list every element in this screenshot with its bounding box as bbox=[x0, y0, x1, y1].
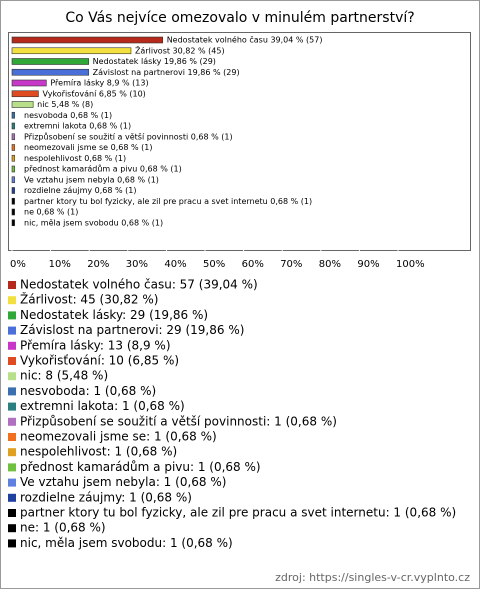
legend-label: nic: 8 (5,48 %) bbox=[20, 369, 108, 383]
bar-label: nespolehlivost 0,68 % (1) bbox=[24, 154, 126, 163]
legend-swatch bbox=[8, 433, 16, 441]
legend-swatch bbox=[8, 357, 16, 365]
bar-label: Přemíra lásky 8,9 % (13) bbox=[50, 79, 148, 88]
bar bbox=[11, 154, 15, 162]
legend-label: partner ktory tu bol fyzicky, ale zil pr… bbox=[20, 506, 456, 520]
legend-swatch bbox=[8, 296, 16, 305]
x-tick-label: 50% bbox=[203, 259, 225, 270]
legend-label: Vykořisťování: 10 (6,85 %) bbox=[20, 354, 179, 368]
bar bbox=[11, 68, 89, 76]
legend-label: Žárlivost: 45 (30,82 %) bbox=[20, 292, 158, 307]
legend-label: přednost kamarádům a pivu: 1 (0,68 %) bbox=[20, 460, 261, 474]
bar-label: partner ktory tu bol fyzicky, ale zil pr… bbox=[24, 197, 312, 206]
bar-label: Žárlivost 30,82 % (45) bbox=[135, 44, 225, 55]
bar-label: Nedostatek volného času 39,04 % (57) bbox=[167, 35, 323, 45]
bar bbox=[11, 208, 15, 216]
legend-label: Nedostatek volného času: 57 (39,04 %) bbox=[20, 278, 258, 292]
bar-label: nic, měla jsem svobodu 0,68 % (1) bbox=[24, 218, 163, 227]
x-tick-label: 30% bbox=[126, 259, 148, 270]
legend-swatch bbox=[8, 478, 16, 487]
legend-swatch bbox=[8, 372, 16, 381]
bar bbox=[11, 101, 34, 108]
x-tick-label: 80% bbox=[319, 259, 341, 270]
bar bbox=[11, 47, 132, 55]
legend-swatch bbox=[8, 417, 16, 426]
legend-label: ne: 1 (0,68 %) bbox=[20, 521, 106, 535]
legend-label: nic, měla jsem svobodu: 1 (0,68 %) bbox=[20, 536, 233, 550]
bar bbox=[11, 133, 15, 141]
bar bbox=[11, 187, 15, 194]
legend-label: nespolehlivost: 1 (0,68 %) bbox=[20, 445, 177, 459]
x-tick-label: 20% bbox=[87, 259, 109, 270]
bar-label: ne 0,68 % (1) bbox=[24, 208, 78, 217]
bar bbox=[11, 144, 15, 151]
bar bbox=[11, 122, 15, 130]
legend-label: Závislost na partnerovi: 29 (19,86 %) bbox=[20, 323, 244, 337]
chart-title: Co Vás nejvíce omezovalo v minulém partn… bbox=[65, 10, 414, 26]
bar bbox=[11, 111, 15, 119]
legend-label: extremni lakota: 1 (0,68 %) bbox=[20, 399, 185, 413]
bar bbox=[11, 90, 39, 98]
legend-label: Přizpůsobení se soužití a větší povinnos… bbox=[20, 414, 337, 428]
bar-label: Závislost na partnerovi 19,86 % (29) bbox=[93, 68, 240, 77]
x-tick-label: 10% bbox=[49, 259, 71, 270]
bar-label: přednost kamarádům a pivu 0,68 % (1) bbox=[24, 164, 182, 174]
legend-swatch bbox=[8, 448, 16, 457]
bar-label: Přizpůsobení se soužití a větší povinnos… bbox=[24, 131, 233, 141]
legend-swatch bbox=[8, 524, 16, 533]
legend-swatch bbox=[8, 539, 16, 548]
bar bbox=[11, 79, 47, 87]
legend-label: nesvoboda: 1 (0,68 %) bbox=[20, 384, 156, 398]
legend-swatch bbox=[8, 493, 16, 502]
x-tick-label: 0% bbox=[10, 259, 26, 270]
legend-swatch bbox=[8, 402, 16, 411]
legend-swatch bbox=[8, 311, 16, 320]
legend-swatch bbox=[8, 281, 16, 289]
x-tick-label: 60% bbox=[242, 259, 264, 270]
legend-label: neomezovali jsme se: 1 (0,68 %) bbox=[20, 430, 217, 444]
bar bbox=[11, 58, 89, 65]
legend-label: rozdielne záujmy: 1 (0,68 %) bbox=[20, 490, 192, 504]
bar-label: Ve vztahu jsem nebyla 0,68 % (1) bbox=[24, 175, 159, 184]
bar-label: neomezovali jsme se 0,68 % (1) bbox=[24, 143, 152, 152]
legend-swatch bbox=[8, 509, 16, 517]
bar-label: Nedostatek lásky 19,86 % (29) bbox=[93, 57, 216, 66]
legend-label: Nedostatek lásky: 29 (19,86 %) bbox=[20, 308, 208, 322]
legend-swatch bbox=[8, 341, 16, 350]
bar bbox=[11, 36, 163, 44]
bar bbox=[11, 219, 15, 227]
bar-label: nesvoboda 0,68 % (1) bbox=[24, 111, 112, 120]
bar bbox=[11, 165, 15, 173]
legend-swatch bbox=[8, 326, 16, 335]
x-tick-label: 100% bbox=[396, 259, 425, 270]
bar bbox=[11, 197, 15, 205]
bar-label: extremni lakota 0,68 % (1) bbox=[24, 122, 131, 131]
legend-swatch bbox=[8, 387, 16, 396]
bar-label: nic 5,48 % (8) bbox=[37, 100, 93, 109]
x-tick-label: 90% bbox=[357, 259, 379, 270]
x-tick-label: 40% bbox=[164, 259, 186, 270]
legend-swatch bbox=[8, 463, 16, 472]
bar-label: Vykořisťování 6,85 % (10) bbox=[42, 89, 145, 98]
bar bbox=[11, 176, 15, 184]
legend-label: Ve vztahu jsem nebyla: 1 (0,68 %) bbox=[20, 475, 226, 489]
x-tick-label: 70% bbox=[280, 259, 302, 270]
plot-box bbox=[8, 32, 471, 251]
bar-label: rozdielne záujmy 0,68 % (1) bbox=[24, 186, 136, 195]
source: zdroj: https://singles-v-cr.vyplnto.cz bbox=[275, 571, 470, 584]
legend-label: Přemíra lásky: 13 (8,9 %) bbox=[20, 338, 171, 352]
